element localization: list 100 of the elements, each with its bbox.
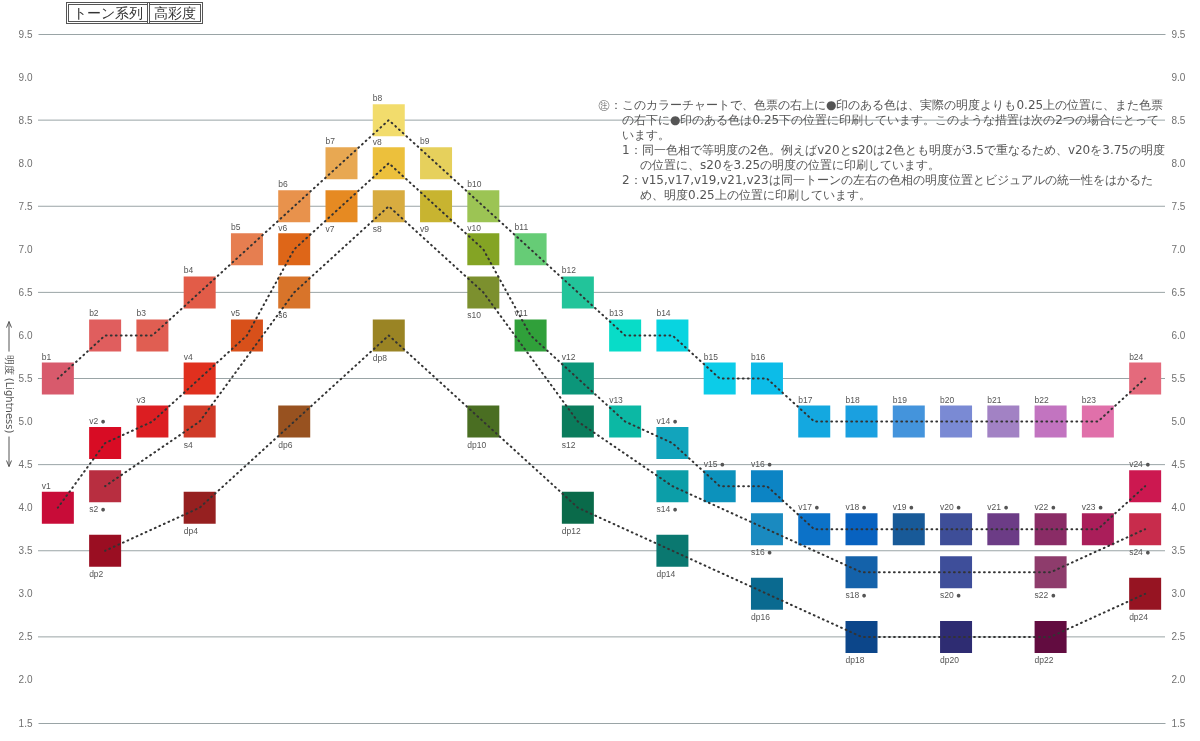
point bbox=[987, 405, 1020, 438]
y2-tick-label: 8.5 bbox=[1171, 114, 1186, 126]
data-label: s4 bbox=[183, 439, 193, 450]
y2-tick-label: 1.5 bbox=[1171, 717, 1186, 729]
point bbox=[325, 190, 358, 223]
data-label: v14 ● bbox=[656, 416, 678, 427]
data-label: s12 bbox=[561, 439, 576, 450]
data-label: dp20 bbox=[940, 654, 960, 665]
point bbox=[514, 233, 547, 266]
y-tick-label: 3.5 bbox=[18, 545, 33, 557]
data-label: dp24 bbox=[1129, 611, 1149, 622]
annotation: ㊟：このカラーチャートで、色票の右上に●印のある色は、実際の明度よりも0.25上の位置に、また色票の右下に●印のある色は0.25下の位置に印刷しています。このような措置は次の2つの場合にとっています。 bbox=[598, 98, 1165, 143]
point bbox=[278, 233, 311, 266]
point bbox=[656, 427, 689, 460]
y-tick-label: 2.5 bbox=[18, 631, 33, 643]
point bbox=[1034, 513, 1067, 546]
data-label: v9 bbox=[420, 224, 430, 235]
data-label: dp18 bbox=[845, 654, 865, 665]
data-label: b5 bbox=[230, 222, 241, 233]
data-label: s10 bbox=[467, 310, 482, 321]
point bbox=[1081, 513, 1114, 546]
point bbox=[798, 405, 831, 438]
data-label: v1 bbox=[41, 480, 52, 491]
data-label: dp12 bbox=[561, 525, 582, 536]
point bbox=[1129, 470, 1162, 503]
y2-tick-label: 3.5 bbox=[1171, 545, 1186, 557]
point bbox=[278, 190, 311, 223]
point bbox=[1034, 556, 1067, 589]
point bbox=[372, 319, 405, 352]
data-label: v15 ● bbox=[703, 459, 725, 470]
annotation: 1：同一色相で等明度の2色。例えばv20とs20は2色とも明度が3.5で重なるため、v20を3.75の明度の位置に、s20を3.25の明度の位置に印刷しています。 bbox=[621, 143, 1165, 173]
point bbox=[940, 405, 973, 438]
data-label: v8 bbox=[372, 136, 383, 147]
y-tick-label: 9.5 bbox=[18, 28, 33, 40]
point bbox=[892, 513, 925, 546]
point bbox=[89, 319, 122, 352]
data-label: dp22 bbox=[1034, 654, 1054, 665]
data-label: v3 bbox=[136, 394, 146, 405]
y-tick-label: 2.0 bbox=[18, 674, 33, 686]
y-tick-label: 6.5 bbox=[18, 286, 33, 298]
point bbox=[1034, 405, 1067, 438]
data-label: dp10 bbox=[467, 439, 487, 450]
point bbox=[845, 405, 878, 438]
data-label: v19 ● bbox=[892, 502, 914, 513]
data-label: v5 bbox=[230, 308, 241, 319]
point bbox=[89, 470, 122, 503]
y2-tick-label: 4.0 bbox=[1171, 502, 1186, 514]
data-label: b3 bbox=[136, 308, 147, 319]
data-label: b16 bbox=[750, 351, 766, 362]
data-label: v11 bbox=[514, 308, 528, 319]
point bbox=[750, 470, 783, 503]
point bbox=[987, 513, 1020, 546]
y2-tick-label: 3.0 bbox=[1171, 588, 1186, 600]
point bbox=[467, 190, 500, 223]
data-label: v7 bbox=[325, 224, 335, 235]
y2-tick-label: 5.5 bbox=[1171, 373, 1186, 384]
data-label: b20 bbox=[940, 394, 955, 405]
point bbox=[609, 405, 642, 438]
y-tick-label: 4.5 bbox=[18, 459, 33, 471]
data-label: b10 bbox=[467, 179, 482, 190]
y-tick-label: 6.0 bbox=[18, 329, 33, 341]
point bbox=[561, 276, 594, 309]
point bbox=[41, 491, 74, 524]
point bbox=[136, 319, 169, 352]
data-label: v23 ● bbox=[1081, 502, 1104, 513]
data-label: v12 bbox=[561, 351, 576, 362]
point bbox=[1034, 620, 1067, 653]
point bbox=[750, 362, 783, 395]
point bbox=[561, 405, 594, 438]
point bbox=[845, 620, 878, 653]
y-tick-label: 5.5 bbox=[18, 373, 33, 384]
y-tick-label: 5.0 bbox=[18, 416, 33, 428]
data-label: v17 ● bbox=[798, 502, 820, 513]
point bbox=[41, 362, 74, 395]
point bbox=[372, 190, 405, 223]
data-label: v20 ● bbox=[940, 502, 962, 513]
data-label: b14 bbox=[656, 308, 671, 319]
data-label: b18 bbox=[845, 394, 860, 405]
y2-tick-label: 5.0 bbox=[1171, 416, 1186, 428]
data-label: b1 bbox=[41, 351, 52, 362]
data-label: s22 ● bbox=[1034, 590, 1056, 601]
y2-tick-label: 9.5 bbox=[1171, 28, 1186, 40]
data-label: dp14 bbox=[656, 568, 676, 579]
annotation: 2：v15,v17,v19,v21,v23は同一トーンの左右の色相の明度位置とビジュアルの統一性をはかるため、明度0.25上の位置に印刷しています。 bbox=[621, 173, 1154, 203]
data-label: s6 bbox=[278, 310, 288, 321]
point bbox=[136, 405, 169, 438]
point bbox=[467, 276, 500, 309]
point bbox=[183, 405, 216, 438]
data-label: s16 ● bbox=[750, 547, 773, 558]
point bbox=[89, 534, 122, 567]
y2-tick-label: 4.5 bbox=[1171, 459, 1186, 471]
y2-tick-label: 9.0 bbox=[1171, 71, 1186, 83]
point bbox=[183, 362, 216, 395]
y-axis-title: 明度 (Lightness) bbox=[3, 354, 15, 434]
point bbox=[467, 405, 500, 438]
point bbox=[514, 319, 547, 352]
point bbox=[561, 362, 594, 395]
data-label: s2 ● bbox=[89, 504, 106, 515]
data-label: b15 bbox=[703, 351, 719, 362]
data-label: v22 ● bbox=[1034, 502, 1056, 513]
